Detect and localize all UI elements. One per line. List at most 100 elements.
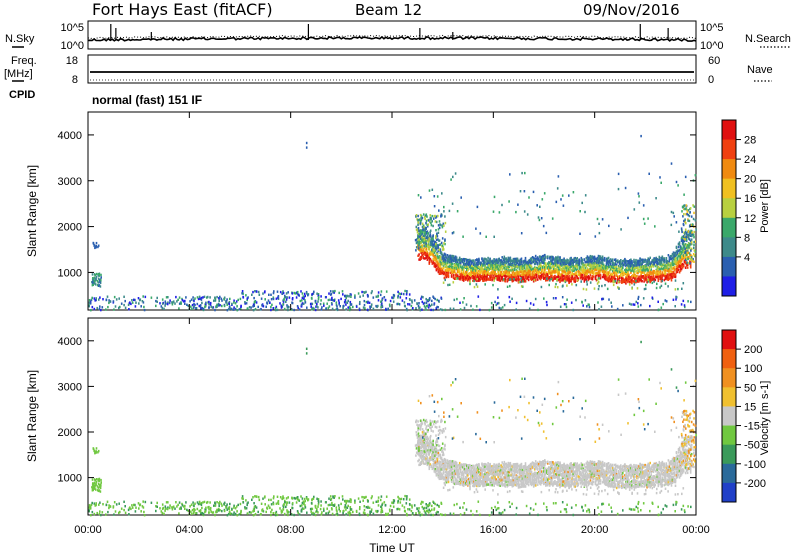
data-cell (453, 298, 456, 302)
data-cell (589, 266, 592, 269)
data-cell (120, 302, 123, 305)
data-cell (270, 308, 272, 312)
data-cell (138, 299, 141, 302)
data-cell (630, 259, 632, 263)
data-cell (489, 258, 491, 261)
data-cell (260, 297, 263, 300)
data-cell (525, 274, 528, 277)
data-cell (456, 269, 459, 272)
data-cell (501, 256, 503, 259)
data-cell (612, 268, 615, 271)
data-cell (473, 267, 475, 271)
data-cell (433, 255, 436, 258)
data-cell (478, 279, 480, 282)
data-cell (558, 270, 560, 273)
data-cell (444, 254, 447, 257)
data-cell (561, 260, 563, 263)
data-cell (524, 276, 527, 279)
data-cell (648, 267, 650, 270)
data-cell (432, 247, 435, 251)
data-cell (566, 275, 568, 278)
data-cell (363, 303, 366, 307)
data-cell (533, 266, 536, 269)
data-cell (506, 274, 509, 278)
data-cell (508, 200, 510, 203)
data-cell (532, 277, 535, 280)
data-cell (475, 265, 477, 268)
data-cell (94, 299, 96, 302)
data-cell (637, 280, 639, 283)
data-cell (438, 260, 441, 263)
data-cell (178, 296, 181, 299)
data-cell (587, 303, 590, 306)
data-cell (633, 270, 635, 273)
data-cell (429, 229, 432, 232)
data-cell (301, 292, 304, 295)
data-cell (482, 279, 484, 282)
data-cell (441, 192, 443, 195)
data-cell (579, 266, 582, 270)
data-cell (643, 268, 645, 272)
data-cell (586, 305, 588, 308)
data-cell (345, 303, 347, 306)
data-cell (516, 265, 519, 268)
data-cell (511, 280, 514, 283)
data-cell (257, 305, 259, 309)
data-cell (516, 259, 519, 263)
data-cell (552, 265, 554, 268)
data-cell (597, 271, 600, 275)
data-cell (590, 256, 593, 259)
data-cell (130, 302, 132, 306)
data-cell (608, 269, 611, 272)
data-cell (521, 268, 524, 271)
data-cell (457, 270, 460, 274)
data-cell (105, 298, 108, 301)
data-cell (317, 300, 319, 303)
data-cell (312, 306, 314, 310)
data-cell (432, 260, 435, 263)
data-cell (684, 266, 687, 269)
data-cell (398, 303, 401, 306)
data-cell (554, 262, 556, 265)
data-cell (463, 259, 466, 263)
data-cell (600, 265, 603, 268)
data-cell (611, 305, 613, 308)
data-cell (560, 263, 562, 266)
data-cell (630, 258, 632, 261)
data-cell (316, 292, 318, 295)
data-cell (538, 259, 541, 262)
data-cell (441, 256, 444, 260)
data-cell (421, 232, 423, 235)
data-cell (640, 267, 642, 271)
data-cell (428, 246, 431, 249)
data-cell (438, 265, 441, 268)
data-cell (431, 261, 434, 265)
data-cell (578, 272, 581, 276)
data-cell (190, 305, 192, 308)
data-cell (439, 271, 442, 274)
data-cell (444, 255, 447, 259)
data-cell (557, 255, 559, 259)
data-cell (441, 237, 444, 240)
data-cell (569, 259, 571, 262)
data-cell (569, 267, 571, 271)
data-cell (350, 295, 352, 298)
data-cell (628, 279, 630, 283)
data-cell (511, 263, 514, 267)
data-cell (91, 273, 94, 276)
data-cell (508, 269, 511, 272)
data-cell (590, 263, 593, 267)
data-cell (267, 299, 270, 302)
data-cell (582, 276, 585, 280)
data-cell (624, 263, 626, 266)
data-cell (467, 260, 469, 264)
data-cell (656, 272, 659, 276)
data-cell (632, 265, 634, 268)
data-cell (483, 262, 485, 265)
data-cell (512, 260, 515, 263)
data-cell (588, 305, 591, 309)
data-cell (492, 210, 495, 213)
data-cell (681, 239, 684, 242)
data-cell (678, 241, 681, 244)
data-cell (93, 279, 96, 282)
